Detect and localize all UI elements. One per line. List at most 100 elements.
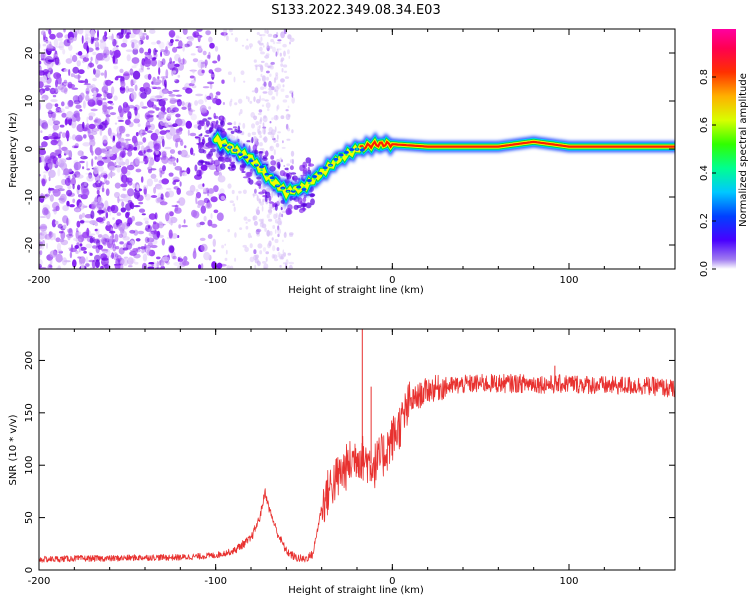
noise-blob [288,114,291,118]
signal-spread [227,127,233,131]
signal-blob-core [276,184,279,186]
noise-blob [138,91,142,97]
noise-blob [134,106,138,116]
noise-blob [166,236,171,240]
signal-spread [286,173,290,180]
noise-blob [202,183,205,187]
noise-blob [113,49,121,58]
noise-blob [81,35,84,44]
noise-blob [277,233,280,238]
noise-blob [190,147,194,155]
noise-blob [156,40,161,45]
signal-spread [230,130,235,134]
noise-blob [195,188,199,193]
noise-blob [164,146,172,150]
noise-blob [44,85,51,88]
noise-blob [103,52,107,59]
noise-blob [274,126,277,133]
noise-blob [123,73,130,76]
noise-blob [112,55,116,64]
noise-blob [55,107,61,112]
noise-blob [277,220,282,226]
noise-blob [125,49,133,52]
noise-blob [40,89,43,96]
signal-spread [216,120,219,125]
noise-blob [145,193,151,201]
noise-blob [262,137,266,141]
noise-blob [262,247,267,252]
noise-blob [56,243,62,251]
noise-blob [207,234,213,239]
noise-blob [66,200,70,207]
noise-blob [96,99,103,106]
signal-spread [249,168,253,175]
noise-blob [49,258,53,266]
noise-blob [69,204,75,208]
noise-blob [284,76,290,79]
noise-blob [43,174,46,180]
noise-blob [206,54,211,59]
noise-blob [132,29,141,35]
noise-blob [145,224,152,233]
noise-blob [148,161,152,170]
noise-blob [124,138,131,141]
noise-blob [105,188,110,196]
noise-blob [122,188,127,191]
noise-blob [39,60,42,65]
noise-blob [63,149,71,155]
noise-blob [285,123,289,130]
colorbar: 0.0 0.2 0.4 0.6 0.8 Normalized spectral ampl… [699,29,749,277]
noise-blob [152,86,157,89]
noise-blob [226,35,229,42]
noise-blob [114,264,121,269]
noise-blob [45,55,53,64]
colorbar-tick-label: 0.6 [699,117,710,133]
noise-blob [143,149,146,154]
signal-blob-core [223,143,226,146]
signal-blob-core [249,157,253,160]
noise-blob [208,69,214,74]
signal-spread [252,144,258,152]
noise-blob [147,73,152,80]
noise-blob [49,250,57,258]
noise-blob [58,132,62,139]
noise-blob [213,209,219,214]
noise-blob [203,197,210,204]
noise-blob [39,258,43,267]
noise-blob [161,238,165,246]
noise-blob [224,198,227,201]
signal-blob-core [239,151,242,154]
noise-blob [189,132,197,137]
noise-blob [190,53,196,56]
noise-blob [66,217,69,226]
noise-blob [91,158,94,167]
signal-spread [237,125,241,133]
noise-blob [171,205,179,207]
noise-blob [91,259,96,269]
noise-blob [266,29,269,34]
noise-blob [280,115,285,120]
noise-blob [156,114,159,118]
noise-blob [182,57,185,65]
noise-blob [69,36,74,43]
signal-blob-core [318,173,322,176]
noise-blob [234,257,237,262]
noise-blob [185,87,193,94]
noise-blob [199,104,207,114]
noise-blob [74,171,81,178]
noise-blob [97,196,103,204]
noise-blob [55,205,60,212]
noise-blob [181,101,185,106]
noise-blob [289,159,293,164]
noise-blob [84,33,89,41]
noise-blob [89,252,93,256]
noise-blob [79,160,85,164]
noise-blob [67,81,73,89]
signal-blob [312,175,318,179]
noise-blob [258,130,262,136]
noise-blob [169,149,176,154]
noise-blob [271,96,276,100]
noise-blob [155,107,160,111]
noise-blob [106,221,111,226]
noise-blob [87,99,96,107]
